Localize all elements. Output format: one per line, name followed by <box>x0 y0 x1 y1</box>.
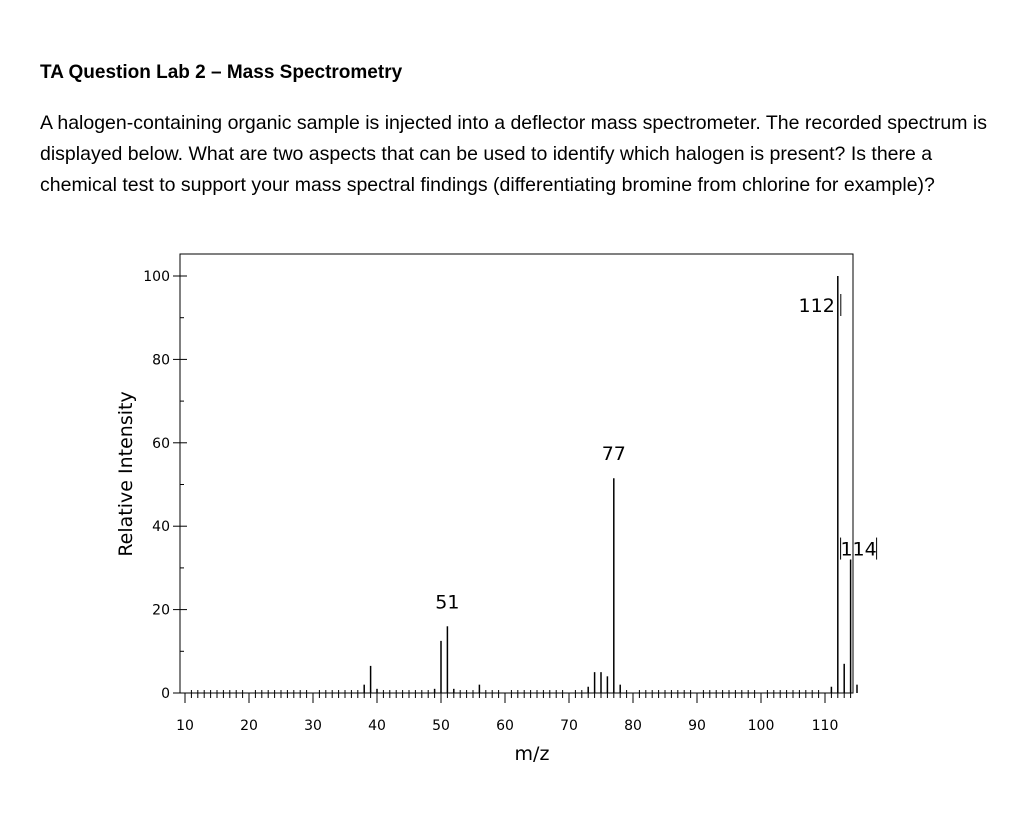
question-title: TA Question Lab 2 – Mass Spectrometry <box>40 62 403 83</box>
x-tick-label: 50 <box>432 718 450 734</box>
x-tick-label: 30 <box>304 718 322 734</box>
x-tick-label: 10 <box>176 718 194 734</box>
y-tick-label: 0 <box>161 686 170 702</box>
x-tick-label: 60 <box>496 718 514 734</box>
peak-annotations: 112 77 51 114 <box>435 294 878 613</box>
y-tick-label: 100 <box>143 269 170 285</box>
x-tick-label: 90 <box>688 718 706 734</box>
x-tick-label: 40 <box>368 718 386 734</box>
y-tick-label: 80 <box>152 352 170 368</box>
x-tick-label: 70 <box>560 718 578 734</box>
x-tick-label: 80 <box>624 718 642 734</box>
y-tick-label: 60 <box>152 436 170 452</box>
question-body: A halogen-containing organic sample is i… <box>40 112 987 196</box>
x-tick-label: 20 <box>240 718 258 734</box>
peak-annotation: 51 <box>435 591 459 613</box>
x-tick-label: 100 <box>748 718 775 734</box>
peak-annotation: 114 <box>840 539 876 561</box>
tick-labels: 0 20 40 60 80 100 10 20 30 40 50 60 70 80 90 100 110 <box>143 269 838 734</box>
x-axis-label: m/z <box>515 743 550 765</box>
peaks <box>363 276 858 693</box>
y-tick-label: 40 <box>152 519 170 535</box>
x-tick-label: 110 <box>812 718 839 734</box>
plot-frame <box>179 253 854 694</box>
y-axis-label: Relative Intensity <box>115 391 137 556</box>
peak-annotation: 112 <box>799 295 835 317</box>
peak-annotation: 77 <box>602 443 626 465</box>
y-tick-label: 20 <box>152 603 170 619</box>
axis-ticks <box>173 275 852 703</box>
